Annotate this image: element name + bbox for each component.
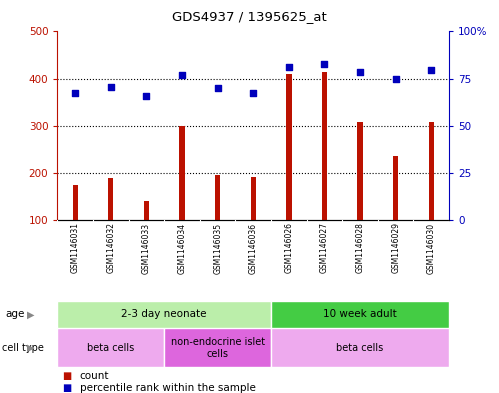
Text: GSM1146034: GSM1146034 — [178, 222, 187, 274]
Text: GSM1146029: GSM1146029 — [391, 222, 400, 274]
Text: cell type: cell type — [2, 343, 44, 353]
Point — [320, 61, 328, 68]
Point — [356, 69, 364, 75]
Text: GSM1146033: GSM1146033 — [142, 222, 151, 274]
Text: age: age — [5, 309, 24, 320]
Text: count: count — [80, 371, 109, 382]
Text: GSM1146028: GSM1146028 — [356, 222, 365, 274]
Text: beta cells: beta cells — [336, 343, 384, 353]
Bar — [250, 177, 256, 220]
Bar — [393, 156, 398, 220]
Point — [178, 72, 186, 78]
Bar — [108, 178, 113, 220]
Text: GSM1146031: GSM1146031 — [71, 222, 80, 274]
Bar — [357, 122, 363, 220]
Text: GSM1146026: GSM1146026 — [284, 222, 293, 274]
Text: ▶: ▶ — [27, 343, 35, 353]
Text: GSM1146032: GSM1146032 — [106, 222, 115, 274]
Bar — [164, 328, 271, 367]
Text: ▶: ▶ — [27, 309, 35, 320]
Bar — [215, 175, 220, 220]
Text: beta cells: beta cells — [87, 343, 134, 353]
Point — [392, 75, 400, 82]
Bar — [72, 185, 78, 220]
Text: ■: ■ — [62, 383, 72, 393]
Bar — [271, 328, 449, 367]
Bar — [322, 72, 327, 220]
Bar — [271, 301, 449, 328]
Bar — [286, 74, 291, 220]
Bar — [57, 328, 164, 367]
Text: percentile rank within the sample: percentile rank within the sample — [80, 383, 255, 393]
Bar — [179, 126, 185, 220]
Text: GSM1146030: GSM1146030 — [427, 222, 436, 274]
Point — [427, 67, 435, 73]
Text: 10 week adult: 10 week adult — [323, 309, 397, 320]
Bar — [144, 201, 149, 220]
Text: GDS4937 / 1395625_at: GDS4937 / 1395625_at — [172, 10, 327, 23]
Bar — [429, 123, 434, 220]
Text: ■: ■ — [62, 371, 72, 382]
Text: GSM1146027: GSM1146027 — [320, 222, 329, 274]
Bar — [57, 301, 271, 328]
Point — [107, 83, 115, 90]
Point — [142, 93, 150, 99]
Point — [285, 64, 293, 70]
Point — [250, 90, 257, 96]
Text: GSM1146036: GSM1146036 — [249, 222, 258, 274]
Text: 2-3 day neonate: 2-3 day neonate — [121, 309, 207, 320]
Text: non-endocrine islet
cells: non-endocrine islet cells — [171, 337, 264, 358]
Point — [71, 90, 79, 96]
Text: GSM1146035: GSM1146035 — [213, 222, 222, 274]
Point — [214, 85, 222, 91]
